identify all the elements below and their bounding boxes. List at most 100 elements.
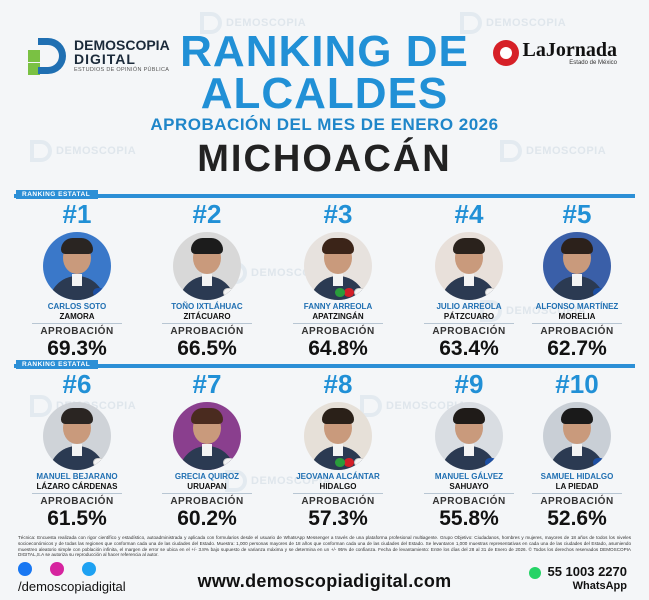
methodology-note: Técnica: Encuesta realizada con rigor ci… (18, 535, 631, 558)
mayor-photo (543, 402, 611, 470)
party-badge-icon (485, 458, 497, 467)
mayor-photo (43, 232, 111, 300)
divider (32, 493, 122, 494)
approval-label: APROBACIÓN (540, 326, 614, 337)
approval-value: 55.8% (439, 507, 499, 530)
rank-number: #1 (62, 199, 92, 229)
social-handle[interactable]: /demoscopiadigital (18, 579, 126, 594)
approval-label: APROBACIÓN (40, 326, 114, 337)
divider (532, 323, 622, 324)
approval-value: 61.5% (47, 507, 107, 530)
mayor-name: MANUEL BEJARANO (36, 472, 118, 481)
municipality: HIDALGO (319, 482, 357, 491)
approval-value: 63.4% (439, 337, 499, 360)
approval-value: 69.3% (47, 337, 107, 360)
approval-value: 66.5% (177, 337, 237, 360)
rank-number: #8 (323, 369, 353, 399)
party-badge-icon (335, 288, 345, 297)
approval-label: APROBACIÓN (170, 496, 244, 507)
municipality: PÁTZCUARO (443, 312, 495, 321)
whatsapp-icon (529, 566, 542, 579)
divider (293, 323, 383, 324)
whatsapp-contact[interactable]: 55 1003 2270 WhatsApp (529, 565, 627, 593)
mayor-card: #1 CARLOS SOTO ZAMORA APROBACIÓN 69.3% (22, 200, 132, 360)
mayor-name: ALFONSO MARTÍNEZ (535, 302, 619, 311)
mayor-name: TOÑO IXTLÁHUAC (171, 302, 243, 311)
brand-line1: DEMOSCOPIA (74, 37, 170, 54)
divider (424, 493, 514, 494)
mayor-name: CARLOS SOTO (47, 302, 107, 311)
approval-label: APROBACIÓN (301, 496, 375, 507)
municipality: SAHUAYO (449, 482, 489, 491)
mayor-name: FANNY ARREOLA (303, 302, 373, 311)
divider (162, 493, 252, 494)
party-badge-icon (223, 458, 235, 467)
party-badge-icon (335, 458, 345, 467)
mayor-card: #10 SAMUEL HIDALGO LA PIEDAD APROBACIÓN 52.6… (522, 370, 632, 530)
twitter-icon[interactable] (82, 562, 96, 576)
row-divider (14, 364, 635, 368)
row-label: RANKING ESTATAL (16, 190, 99, 199)
rank-number: #4 (454, 199, 484, 229)
approval-label: APROBACIÓN (170, 326, 244, 337)
approval-value: 64.8% (308, 337, 368, 360)
row-divider (14, 194, 635, 198)
mayor-photo (43, 402, 111, 470)
lajornada-logo: LaJornada Estado de México (492, 39, 617, 66)
approval-label: APROBACIÓN (301, 326, 375, 337)
brand-line2: DIGITAL (74, 51, 136, 68)
rank-number: #6 (62, 369, 92, 399)
rank-number: #5 (562, 199, 592, 229)
rank-number: #2 (192, 199, 222, 229)
facebook-icon[interactable] (18, 562, 32, 576)
mayor-name: JULIO ARREOLA (436, 302, 502, 311)
subtitle: APROBACIÓN DEL MES DE ENERO 2026 (150, 115, 499, 134)
municipality: ZAMORA (59, 312, 95, 321)
mayor-photo (543, 232, 611, 300)
approval-value: 62.7% (547, 337, 607, 360)
instagram-icon[interactable] (50, 562, 64, 576)
phone-label: WhatsApp (572, 580, 627, 592)
approval-label: APROBACIÓN (432, 326, 506, 337)
title-line2: ALCALDES (200, 69, 449, 118)
title-line1: RANKING DE (180, 27, 469, 76)
party-badge-icon (223, 288, 235, 297)
state-title: MICHOACÁN (197, 138, 452, 180)
party-badge-icon (93, 458, 105, 467)
mayor-card: #9 MANUEL GÁLVEZ SAHUAYO APROBACIÓN 55.8% (414, 370, 524, 530)
divider (424, 323, 514, 324)
party-badge-icon (485, 288, 497, 297)
mayor-name: GRECIA QUIROZ (174, 472, 240, 481)
row-label: RANKING ESTATAL (16, 360, 99, 369)
mayor-card: #5 ALFONSO MARTÍNEZ MORELIA APROBACIÓN 62.7% (522, 200, 632, 360)
mayor-card: #6 MANUEL BEJARANO LÁZARO CÁRDENAS APROBACI… (22, 370, 132, 530)
approval-label: APROBACIÓN (40, 496, 114, 507)
mayor-photo (173, 232, 241, 300)
approval-value: 52.6% (547, 507, 607, 530)
rank-number: #10 (555, 369, 599, 399)
municipality: URUAPAN (187, 482, 227, 491)
divider (532, 493, 622, 494)
approval-label: APROBACIÓN (540, 496, 614, 507)
social-icons (18, 562, 96, 576)
party-badge-icon (593, 288, 605, 297)
brand-tagline: ESTUDIOS DE OPINIÓN PÚBLICA (74, 67, 170, 74)
partner-name: LaJornada (522, 39, 617, 61)
divider (32, 323, 122, 324)
municipality: ZITÁCUARO (183, 312, 231, 321)
divider (293, 493, 383, 494)
mayor-photo (304, 402, 372, 470)
party-badge-icon (593, 458, 605, 467)
mayor-photo (304, 232, 372, 300)
party-badge-icon (354, 458, 366, 467)
approval-label: APROBACIÓN (432, 496, 506, 507)
municipality: LÁZARO CÁRDENAS (36, 482, 118, 491)
party-badge-icon (93, 288, 105, 297)
mayor-name: SAMUEL HIDALGO (540, 472, 614, 481)
municipality: MORELIA (558, 312, 596, 321)
mayor-photo (435, 232, 503, 300)
website-link[interactable]: www.demoscopiadigital.com (197, 571, 452, 591)
mayor-card: #3 FANNY ARREOLA APATZINGÁN APROBACIÓN 64.8% (283, 200, 393, 360)
approval-value: 60.2% (177, 507, 237, 530)
rank-number: #7 (192, 369, 222, 399)
